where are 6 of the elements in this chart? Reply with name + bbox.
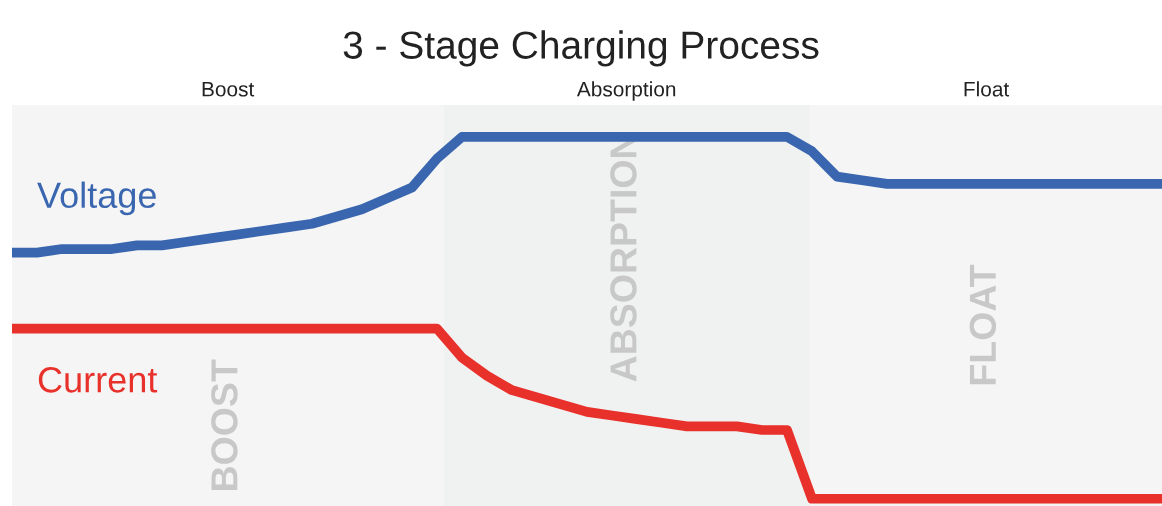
chart-title: 3 - Stage Charging Process <box>343 30 819 67</box>
text: Boost <box>202 82 255 97</box>
series-label: Voltage <box>37 181 156 216</box>
series-label: Current <box>38 367 158 393</box>
text: Float <box>964 81 1010 97</box>
text: Absorption <box>576 81 676 101</box>
